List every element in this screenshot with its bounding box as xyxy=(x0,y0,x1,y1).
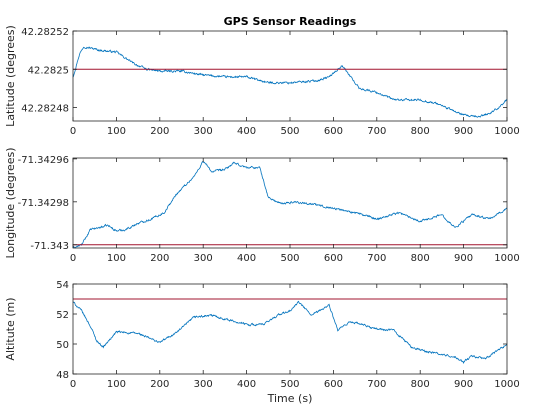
altitude-x-tick-label: 800 xyxy=(411,379,430,390)
longitude-x-tick-label: 100 xyxy=(107,253,126,264)
altitude-x-tick-label: 200 xyxy=(150,379,169,390)
longitude-axes: 0 100 200 300 400 500 600 700 800 900 1000 -71.343 -… xyxy=(4,147,520,264)
altitude-x-tick-label: 1000 xyxy=(494,379,519,390)
latitude-x-tick-label: 400 xyxy=(237,126,256,137)
latitude-x-tick-label: 700 xyxy=(367,126,386,137)
longitude-y-tick-label: -71.34296 xyxy=(18,155,69,166)
longitude-y-tick-label: -71.343 xyxy=(30,241,69,252)
time-x-axis-label: Time (s) xyxy=(267,392,313,405)
latitude-x-tick-label: 100 xyxy=(107,126,126,137)
altitude-x-tick-label: 500 xyxy=(280,379,299,390)
latitude-x-tick-label: 300 xyxy=(194,126,213,137)
longitude-y-axis-label: Longitude (degrees) xyxy=(4,147,17,258)
latitude-x-tick-label: 0 xyxy=(70,126,76,137)
latitude-y-axis-label: Latitude (degrees) xyxy=(4,25,17,127)
altitude-x-tick-label: 400 xyxy=(237,379,256,390)
longitude-x-tick-label: 0 xyxy=(70,253,76,264)
latitude-x-tick-label: 600 xyxy=(324,126,343,137)
altitude-trace xyxy=(72,300,508,364)
latitude-y-tick-label: 42.28252 xyxy=(21,27,69,38)
longitude-x-tick-label: 500 xyxy=(280,253,299,264)
longitude-trace xyxy=(72,160,508,249)
longitude-x-tick-label: 900 xyxy=(454,253,473,264)
latitude-axes: 0 100 200 300 400 500 600 700 800 900 1000 42.28248… xyxy=(4,25,520,137)
latitude-x-tick-label: 800 xyxy=(411,126,430,137)
altitude-x-tick-label: 700 xyxy=(367,379,386,390)
latitude-x-tick-label: 500 xyxy=(280,126,299,137)
longitude-x-tick-label: 400 xyxy=(237,253,256,264)
altitude-y-tick-label: 54 xyxy=(56,280,69,291)
latitude-y-tick-label: 42.2825 xyxy=(28,65,69,76)
longitude-y-tick-label: -71.34298 xyxy=(18,198,69,209)
latitude-x-tick-label: 1000 xyxy=(494,126,519,137)
figure-title: GPS Sensor Readings xyxy=(224,15,357,28)
latitude-trace xyxy=(72,46,508,118)
altitude-x-tick-label: 900 xyxy=(454,379,473,390)
longitude-x-tick-label: 600 xyxy=(324,253,343,264)
altitude-y-tick-label: 52 xyxy=(56,310,69,321)
latitude-x-tick-label: 900 xyxy=(454,126,473,137)
altitude-x-tick-label: 0 xyxy=(70,379,76,390)
altitude-x-tick-label: 100 xyxy=(107,379,126,390)
latitude-x-tick-label: 200 xyxy=(150,126,169,137)
altitude-y-tick-label: 50 xyxy=(56,340,69,351)
longitude-x-tick-label: 1000 xyxy=(494,253,519,264)
longitude-x-tick-label: 200 xyxy=(150,253,169,264)
altitude-x-tick-label: 300 xyxy=(194,379,213,390)
altitude-x-tick-label: 600 xyxy=(324,379,343,390)
longitude-x-tick-label: 300 xyxy=(194,253,213,264)
altitude-axes: 0 100 200 300 400 500 600 700 800 900 1000 48 50 52 54… xyxy=(4,280,520,405)
altitude-y-tick-label: 48 xyxy=(56,370,69,381)
longitude-x-tick-label: 700 xyxy=(367,253,386,264)
latitude-y-tick-label: 42.28248 xyxy=(21,104,69,115)
longitude-x-tick-label: 800 xyxy=(411,253,430,264)
altitude-y-axis-label: Altitute (m) xyxy=(4,297,17,360)
